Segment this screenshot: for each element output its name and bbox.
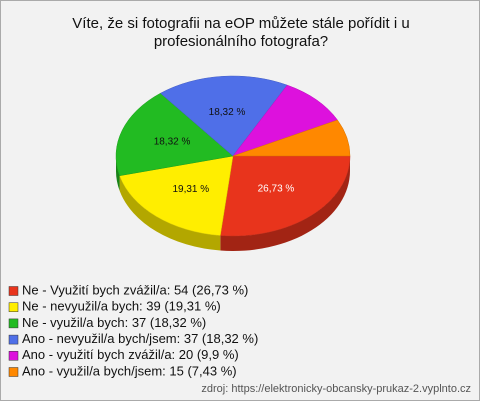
legend-swatch [8,351,19,361]
legend-label: Ne - Využití bych zvážil/a: 54 (26,73 %) [22,282,248,297]
legend-swatch [8,286,19,296]
slice [119,155,234,236]
slice [220,155,351,237]
slice-side [220,156,350,251]
slice-label: 26,73 % [258,183,295,194]
slice-side [116,156,120,191]
legend-swatch [8,334,19,345]
legend-label: Ano - využil/a bych/jsem: 15 (7,43 %) [22,363,237,378]
legend-label: Ne - využil/a bych: 37 (18,32 %) [22,315,206,330]
legend-label: Ano - nevyužil/a bych/jsem: 37 (18,32 %) [22,331,258,346]
slice-label: 18,32 % [209,107,246,118]
legend-label: Ano - využití bych zvážil/a: 20 (9,9 %) [22,347,239,362]
slice [115,92,234,177]
slice [232,84,338,157]
slice [160,75,288,157]
legend-swatch [8,367,19,377]
source: zdroj: https://elektronicky-obcansky-pru… [201,383,471,395]
slice [232,119,351,157]
slice-label: 19,31 % [172,184,209,195]
legend-label: Ne - nevyužil/a bych: 39 (19,31 %) [22,299,221,314]
legend-swatch [8,318,19,329]
chart-title: Víte, že si fotografii na eOP můžete stá… [72,15,410,50]
slice-label: 18,32 % [154,137,191,148]
legend-swatch [8,302,19,312]
